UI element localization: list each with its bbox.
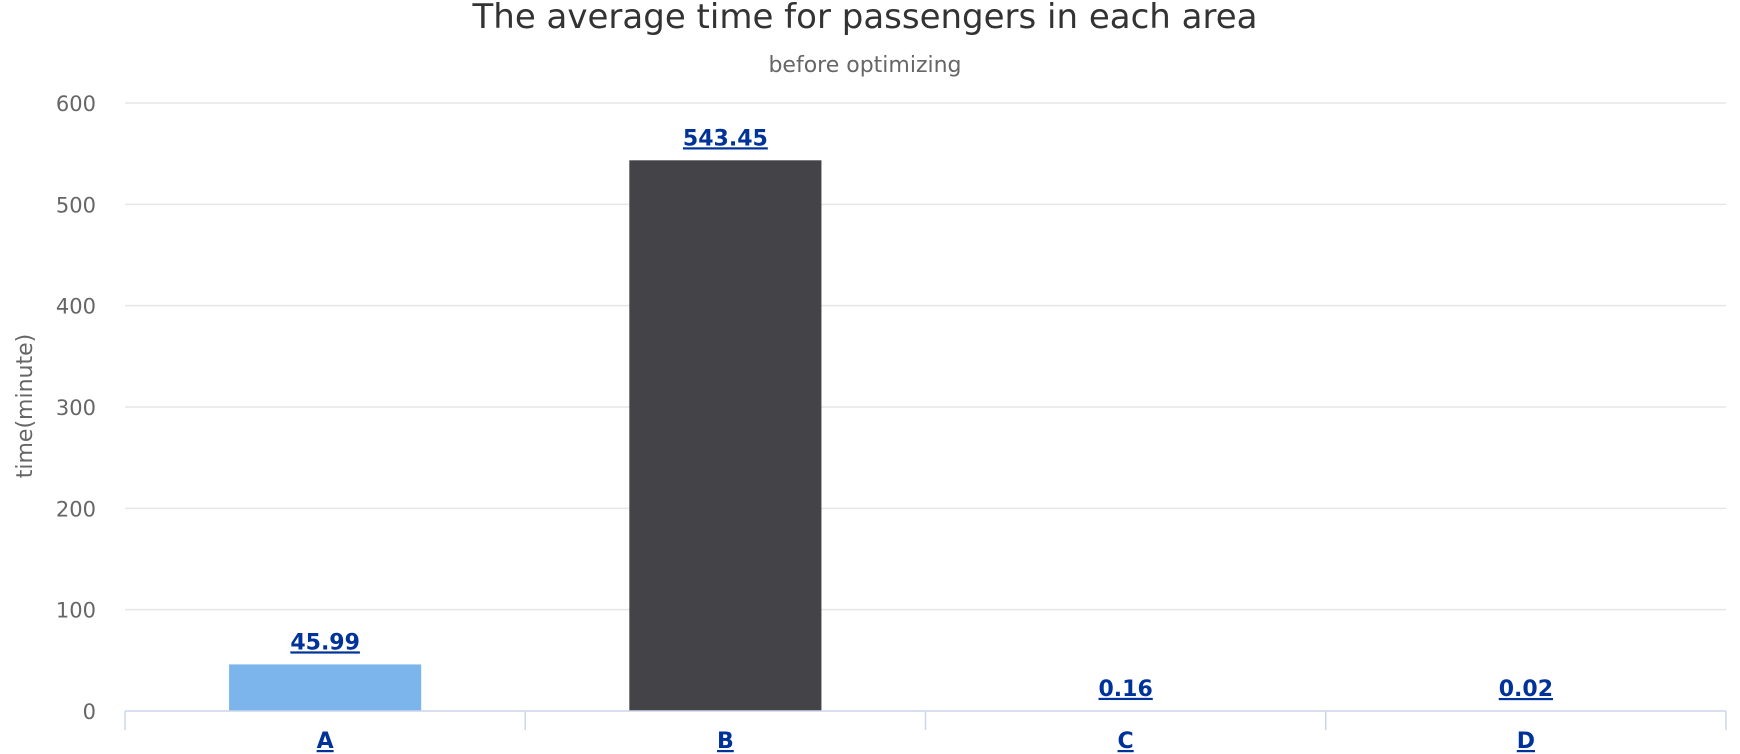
y-tick-label-300: 300 <box>56 396 96 420</box>
data-label-C[interactable]: 0.16 <box>1098 677 1152 702</box>
x-axis: A B C D <box>124 710 1727 754</box>
y-tick-label-100: 100 <box>56 599 96 623</box>
data-label-D[interactable]: 0.02 <box>1499 677 1553 702</box>
y-tick-label-0: 0 <box>83 700 96 724</box>
y-tick-label-500: 500 <box>56 193 96 217</box>
data-labels: 45.99 543.45 0.16 0.02 <box>290 126 1553 702</box>
y-axis-label: time(minute) <box>13 334 38 478</box>
x-tick-label-A[interactable]: A <box>317 729 334 754</box>
y-tick-label-600: 600 <box>56 92 96 116</box>
bar-A[interactable] <box>229 664 422 711</box>
x-tick-label-B[interactable]: B <box>717 729 734 754</box>
chart-title: The average time for passengers in each … <box>472 0 1258 37</box>
data-label-B[interactable]: 543.45 <box>683 126 768 151</box>
grid-lines <box>125 102 1726 611</box>
y-tick-label-400: 400 <box>56 295 96 319</box>
bars <box>229 160 1622 711</box>
x-tick-label-D[interactable]: D <box>1517 729 1535 754</box>
x-tick-label-C[interactable]: C <box>1118 729 1134 754</box>
bar-B[interactable] <box>629 160 822 711</box>
data-label-A[interactable]: 45.99 <box>290 630 360 655</box>
y-axis-ticks: 0 100 200 300 400 500 600 <box>56 92 96 724</box>
y-tick-label-200: 200 <box>56 497 96 521</box>
chart-subtitle: before optimizing <box>768 53 961 78</box>
